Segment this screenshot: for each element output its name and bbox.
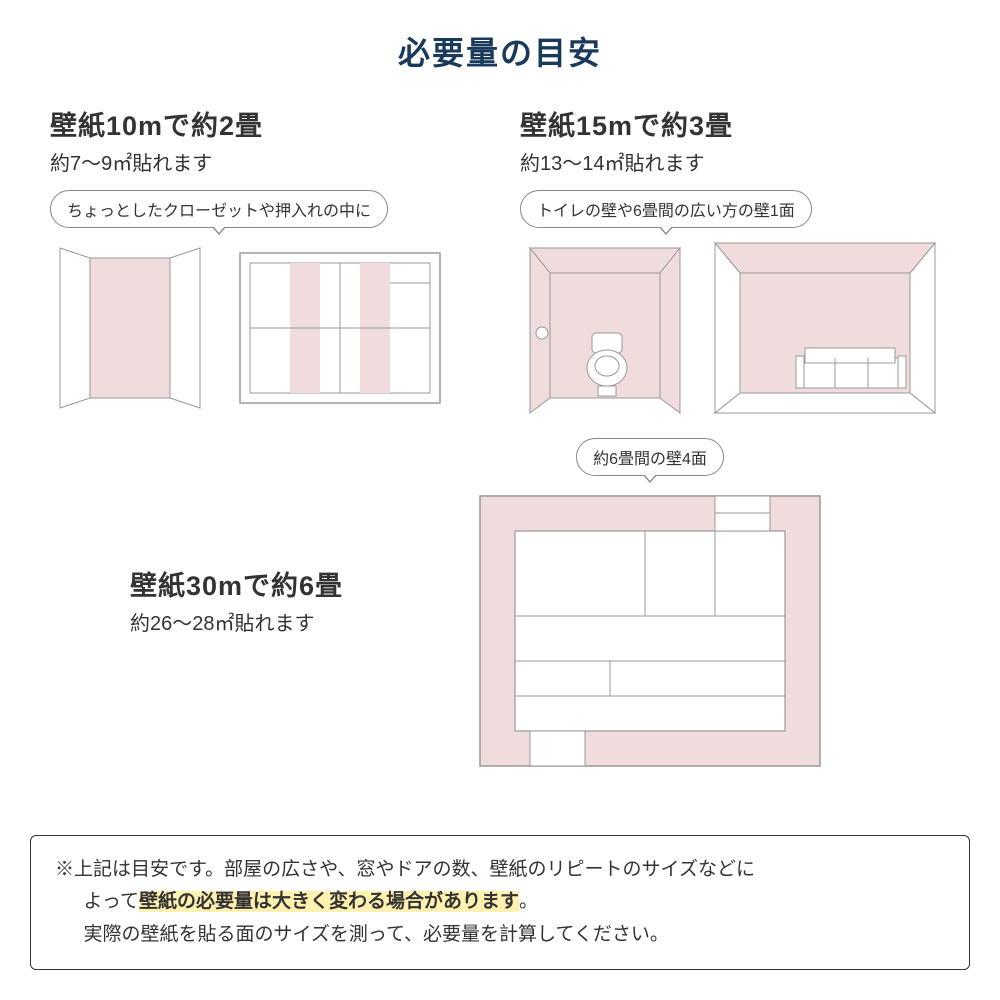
section-heading: 壁紙15mで約3畳 (520, 104, 950, 143)
section-heading: 壁紙10mで約2畳 (50, 104, 480, 143)
page-title: 必要量の目安 (0, 0, 1000, 74)
section-subtitle: 約26～28㎡貼れます (130, 607, 440, 636)
section-bubble: ちょっとしたクローゼットや押入れの中に (50, 190, 388, 228)
sections-container: 壁紙10mで約2畳 約7～9㎡貼れます ちょっとしたクローゼットや押入れの中に (0, 74, 1000, 776)
section-bubble: トイレの壁や6畳間の広い方の壁1面 (520, 190, 812, 228)
section-15m: 壁紙15mで約3畳 約13～14㎡貼れます トイレの壁や6畳間の広い方の壁1面 (520, 104, 950, 418)
livingroom-illustration (710, 238, 940, 418)
section-subtitle: 約7～9㎡貼れます (50, 147, 480, 176)
section-10m: 壁紙10mで約2畳 約7～9㎡貼れます ちょっとしたクローゼットや押入れの中に (50, 104, 480, 418)
note-line2-prefix: よって (84, 891, 139, 912)
note-line-3-text: 実際の壁紙を貼る面のサイズを測って、必要量を計算してください。 (84, 924, 669, 945)
section-heading: 壁紙30mで約6畳 (130, 564, 440, 603)
note-indent (55, 924, 84, 945)
disclaimer-box: ※上記は目安です。部屋の広さや、窓やドアの数、壁紙のリピートのサイズなどに よっ… (30, 835, 970, 970)
section-bubble: 約6畳間の壁4面 (576, 438, 724, 476)
note-highlight: 壁紙の必要量は大きく変わる場合があります (139, 891, 519, 912)
toilet-illustration (520, 238, 690, 418)
illustration-row (520, 238, 950, 418)
note-line-2: よって壁紙の必要量は大きく変わる場合があります。 (55, 886, 945, 918)
note-line-3: 実際の壁紙を貼る面のサイズを測って、必要量を計算してください。 (55, 919, 945, 951)
illustration-row (50, 238, 480, 418)
section-subtitle: 約13～14㎡貼れます (520, 147, 950, 176)
oshiire-illustration (230, 238, 450, 418)
closet-illustration (50, 238, 210, 418)
section-30m: 壁紙30mで約6畳 約26～28㎡貼れます 約6畳間の壁4面 (50, 438, 950, 776)
note-indent (55, 891, 84, 912)
note-line-1: ※上記は目安です。部屋の広さや、窓やドアの数、壁紙のリピートのサイズなどに (55, 854, 945, 886)
room-plan-illustration (470, 486, 830, 776)
note-line2-suffix: 。 (519, 891, 538, 912)
